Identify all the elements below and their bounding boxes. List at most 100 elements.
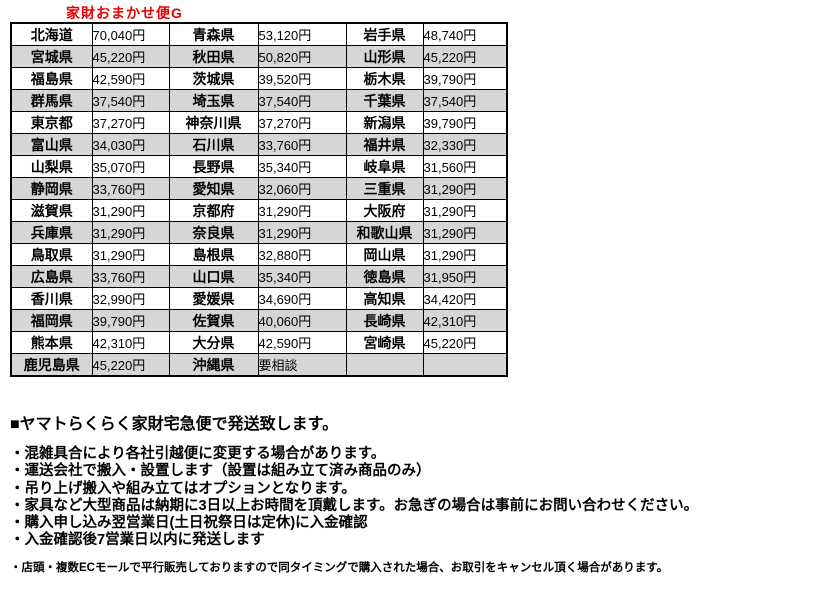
price-cell: 37,540円: [91, 89, 170, 112]
prefecture-cell: 北海道: [10, 22, 93, 46]
table-row: 福島県 42,590円 茨城県 39,520円 栃木県 39,790円: [10, 67, 508, 90]
prefecture-cell: 島根県: [168, 243, 259, 266]
price-cell: 42,310円: [91, 331, 170, 354]
price-cell: 要相談: [257, 353, 347, 377]
prefecture-cell: 神奈川県: [168, 111, 259, 134]
prefecture-cell: 秋田県: [168, 45, 259, 68]
prefecture-cell: 大阪府: [345, 199, 424, 222]
prefecture-cell: 京都府: [168, 199, 259, 222]
prefecture-cell: 香川県: [10, 287, 93, 310]
note-line: ・吊り上げ搬入や組み立てはオプションとなります。: [10, 480, 356, 497]
table-row: 富山県 34,030円 石川県 33,760円 福井県 32,330円: [10, 133, 508, 156]
prefecture-cell: 福井県: [345, 133, 424, 156]
price-cell: 39,790円: [91, 309, 170, 332]
prefecture-cell: 福島県: [10, 67, 93, 90]
price-cell: 39,520円: [257, 67, 347, 90]
table-row: 兵庫県 31,290円 奈良県 31,290円 和歌山県 31,290円: [10, 221, 508, 244]
prefecture-cell: 鹿児島県: [10, 353, 93, 377]
price-cell: 31,290円: [422, 177, 508, 200]
prefecture-cell: 山形県: [345, 45, 424, 68]
note-line: ・運送会社で搬入・設置します（設置は組み立て済み商品のみ）: [10, 463, 431, 480]
price-cell: 31,950円: [422, 265, 508, 288]
price-cell: 31,290円: [91, 221, 170, 244]
table-row: 群馬県 37,540円 埼玉県 37,540円 千葉県 37,540円: [10, 89, 508, 112]
notes-fine-print: ・店頭・複数ECモールで平行販売しておりますので同タイミングで購入された場合、お…: [10, 561, 669, 574]
notes-bullet-list: ・混雑具合により各社引越便に変更する場合があります。 ・運送会社で搬入・設置します…: [10, 446, 822, 550]
table-row: 山梨県 35,070円 長野県 35,340円 岐阜県 31,560円: [10, 155, 508, 178]
table-row: 滋賀県 31,290円 京都府 31,290円 大阪府 31,290円: [10, 199, 508, 222]
prefecture-cell: 静岡県: [10, 177, 93, 200]
prefecture-cell: 愛知県: [168, 177, 259, 200]
price-cell: 31,290円: [257, 199, 347, 222]
prefecture-cell: 長野県: [168, 155, 259, 178]
price-cell: 53,120円: [257, 22, 347, 46]
price-cell: 48,740円: [422, 22, 508, 46]
prefecture-cell: 栃木県: [345, 67, 424, 90]
table-row: 北海道 70,040円 青森県 53,120円 岩手県 48,740円: [10, 22, 508, 46]
price-cell: 37,270円: [257, 111, 347, 134]
prefecture-cell: [345, 353, 424, 377]
price-cell: 45,220円: [91, 45, 170, 68]
price-cell: 42,590円: [257, 331, 347, 354]
price-cell: 34,690円: [257, 287, 347, 310]
price-cell: 50,820円: [257, 45, 347, 68]
price-cell: 31,290円: [91, 243, 170, 266]
table-row: 香川県 32,990円 愛媛県 34,690円 高知県 34,420円: [10, 287, 508, 310]
price-cell: 42,310円: [422, 309, 508, 332]
price-cell: 70,040円: [91, 22, 170, 46]
price-cell: 35,340円: [257, 265, 347, 288]
price-cell: 45,220円: [91, 353, 170, 377]
price-cell: 45,220円: [422, 331, 508, 354]
price-cell: 45,220円: [422, 45, 508, 68]
price-cell: 31,290円: [422, 221, 508, 244]
prefecture-cell: 鳥取県: [10, 243, 93, 266]
prefecture-cell: 高知県: [345, 287, 424, 310]
table-row: 東京都 37,270円 神奈川県 37,270円 新潟県 39,790円: [10, 111, 508, 134]
price-cell: 35,340円: [257, 155, 347, 178]
prefecture-cell: 滋賀県: [10, 199, 93, 222]
price-cell: 37,540円: [422, 89, 508, 112]
prefecture-cell: 愛媛県: [168, 287, 259, 310]
price-cell: 32,330円: [422, 133, 508, 156]
prefecture-cell: 福岡県: [10, 309, 93, 332]
price-cell: 37,270円: [91, 111, 170, 134]
table-row: 鹿児島県 45,220円 沖縄県 要相談: [10, 353, 508, 377]
prefecture-cell: 岐阜県: [345, 155, 424, 178]
price-cell: 39,790円: [422, 111, 508, 134]
prefecture-cell: 青森県: [168, 22, 259, 46]
prefecture-cell: 千葉県: [345, 89, 424, 112]
prefecture-cell: 山梨県: [10, 155, 93, 178]
table-row: 鳥取県 31,290円 島根県 32,880円 岡山県 31,290円: [10, 243, 508, 266]
shipping-plan-title: 家財おまかせ便G: [66, 5, 183, 21]
shipping-fee-table: 北海道 70,040円 青森県 53,120円 岩手県 48,740円 宮城県 45,220円…: [10, 22, 508, 377]
prefecture-cell: 奈良県: [168, 221, 259, 244]
notes-heading: ■ヤマトらくらく家財宅急便で発送致します。: [10, 416, 339, 433]
prefecture-cell: 埼玉県: [168, 89, 259, 112]
price-cell: 33,760円: [91, 177, 170, 200]
price-cell: 32,990円: [91, 287, 170, 310]
price-cell: 37,540円: [257, 89, 347, 112]
prefecture-cell: 東京都: [10, 111, 93, 134]
prefecture-cell: 佐賀県: [168, 309, 259, 332]
price-cell: 40,060円: [257, 309, 347, 332]
prefecture-cell: 長崎県: [345, 309, 424, 332]
price-cell: 42,590円: [91, 67, 170, 90]
prefecture-cell: 兵庫県: [10, 221, 93, 244]
prefecture-cell: 三重県: [345, 177, 424, 200]
prefecture-cell: 新潟県: [345, 111, 424, 134]
price-cell: 33,760円: [257, 133, 347, 156]
prefecture-cell: 和歌山県: [345, 221, 424, 244]
price-cell: 31,290円: [257, 221, 347, 244]
prefecture-cell: 沖縄県: [168, 353, 259, 377]
table-row: 福岡県 39,790円 佐賀県 40,060円 長崎県 42,310円: [10, 309, 508, 332]
table-row: 宮城県 45,220円 秋田県 50,820円 山形県 45,220円: [10, 45, 508, 68]
prefecture-cell: 宮崎県: [345, 331, 424, 354]
prefecture-cell: 広島県: [10, 265, 93, 288]
price-cell: 34,030円: [91, 133, 170, 156]
table-row: 広島県 33,760円 山口県 35,340円 徳島県 31,950円: [10, 265, 508, 288]
prefecture-cell: 富山県: [10, 133, 93, 156]
table-row: 熊本県 42,310円 大分県 42,590円 宮崎県 45,220円: [10, 331, 508, 354]
prefecture-cell: 熊本県: [10, 331, 93, 354]
price-cell: 39,790円: [422, 67, 508, 90]
